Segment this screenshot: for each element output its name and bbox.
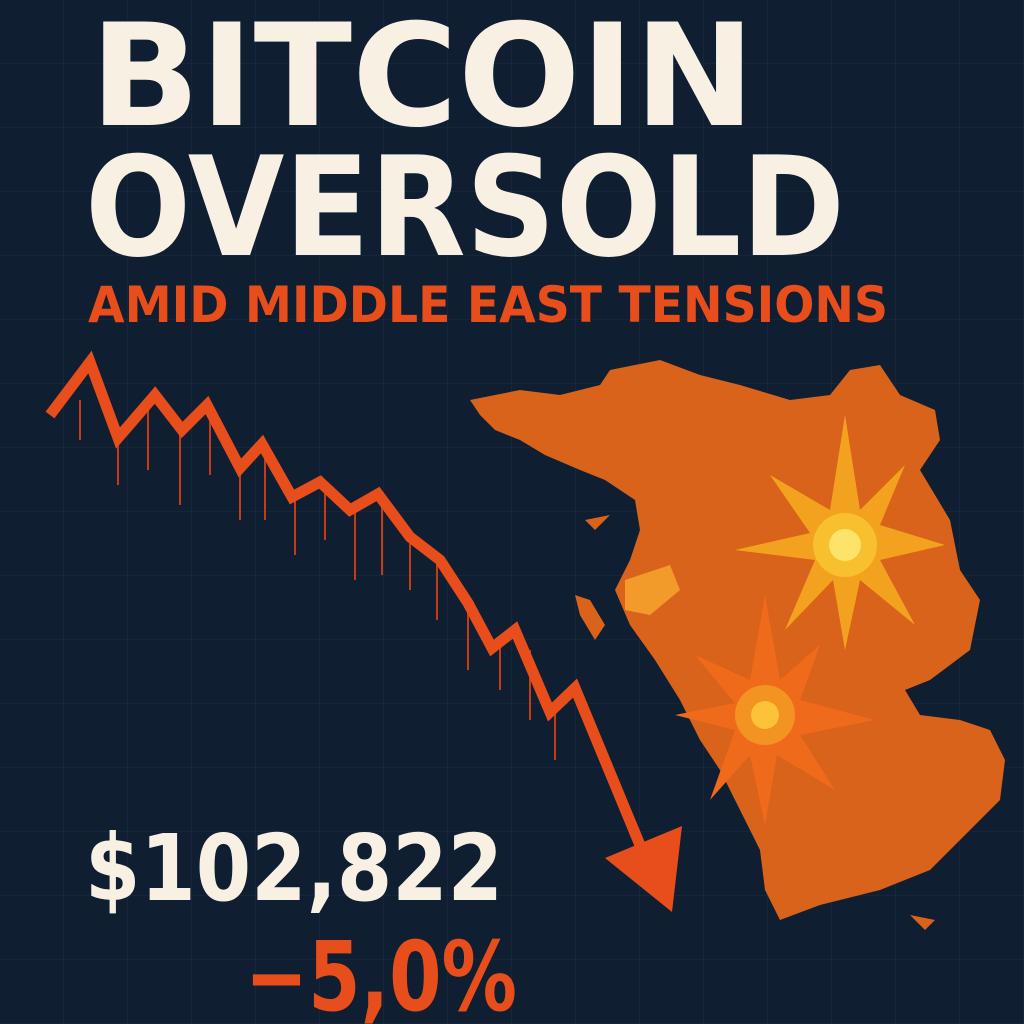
change: −5,0% <box>245 921 517 1024</box>
subtitle: AMID MIDDLE EAST TENSIONS <box>88 276 888 334</box>
headline: OVERSOLD <box>85 127 845 288</box>
falling-line <box>45 350 682 912</box>
map <box>470 360 1005 930</box>
explosion <box>675 595 875 825</box>
headline: BITCOIN <box>90 0 755 159</box>
explosion <box>735 415 945 650</box>
price: $102,822 <box>85 815 503 922</box>
